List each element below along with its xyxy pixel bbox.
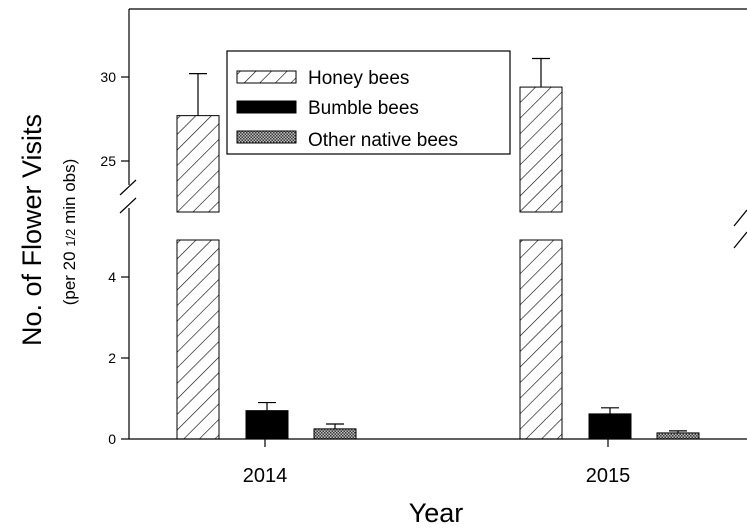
bar-other-native-bees-2015 (656, 432, 700, 440)
error-bar-honey-bees-2015 (532, 57, 550, 88)
y-axis-label: No. of Flower Visits (17, 114, 47, 346)
legend: Honey bees Bumble bees Other native bees (226, 50, 511, 155)
y-tick-label-25: 25 (100, 153, 116, 169)
error-bar-other-native-bees-2014 (326, 423, 344, 429)
y-tick-label-0: 0 (108, 431, 116, 447)
y-ticks: 0 2 4 25 30 (100, 69, 129, 447)
y-tick-label-30: 30 (100, 69, 116, 85)
axes (119, 8, 747, 447)
legend-label-honey-bees: Honey bees (308, 68, 409, 89)
legend-label-other-native-bees: Other native bees (308, 130, 458, 151)
axis-break-marker-right (733, 209, 747, 249)
bar-honey-bees-2014-upper (176, 115, 220, 213)
legend-swatch-other-native-bees (236, 130, 297, 144)
x-category-label-2014: 2014 (243, 465, 288, 487)
legend-swatch-bumble-bees (236, 100, 297, 114)
y-tick-label-2: 2 (108, 350, 116, 366)
legend-label-bumble-bees: Bumble bees (308, 98, 419, 119)
y-tick-label-4: 4 (108, 269, 116, 285)
y-axis-sublabel-prefix: (per 20 (60, 251, 79, 305)
y-axis-sublabel-suffix: min obs) (60, 159, 79, 224)
bar-honey-bees-2015-upper (519, 86, 563, 213)
x-axis-label: Year (409, 498, 464, 528)
y-axis-sublabel-fraction: 1/2 (63, 229, 78, 247)
error-bar-other-native-bees-2015 (669, 430, 687, 433)
bar-other-native-bees-2014 (313, 428, 357, 440)
error-bars-layer (189, 57, 687, 433)
bar-bumble-bees-2015 (588, 413, 632, 440)
error-bar-bumble-bees-2014 (258, 401, 276, 411)
y-axis-sublabel: (per 20 1/2 min obs) (60, 159, 79, 306)
x-category-label-2015: 2015 (586, 465, 631, 487)
bars-layer (176, 86, 700, 440)
error-bar-honey-bees-2014 (189, 73, 207, 116)
bar-honey-bees-2015-lower (519, 239, 563, 440)
bar-honey-bees-2014-lower (176, 239, 220, 440)
bar-bumble-bees-2014 (245, 410, 289, 440)
axis-break-marker-left (119, 179, 137, 214)
legend-swatch-honey-bees (236, 70, 297, 84)
error-bar-bumble-bees-2015 (601, 407, 619, 414)
